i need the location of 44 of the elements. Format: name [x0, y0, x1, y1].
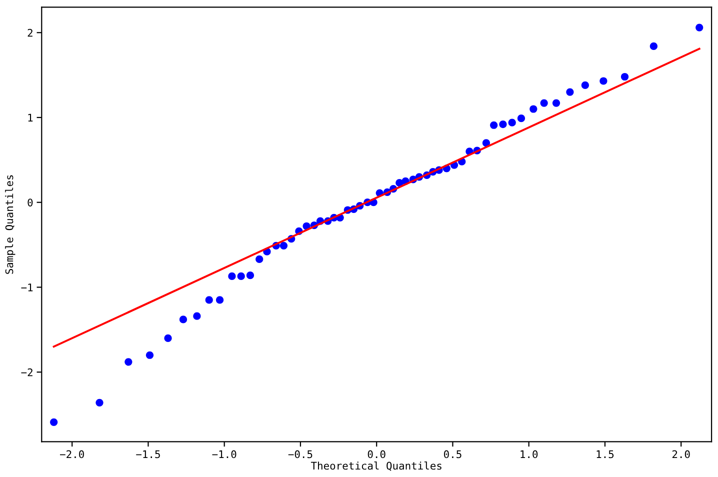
y-axis-title: Sample Quantiles [5, 175, 16, 274]
point [124, 358, 132, 366]
point [146, 351, 154, 359]
point [280, 242, 288, 250]
point [237, 272, 245, 280]
point [650, 42, 658, 50]
x-tick-label: 1.0 [520, 450, 538, 458]
point [540, 99, 548, 107]
y-tick-label: −2 [21, 368, 32, 376]
x-tick-label: −2.0 [60, 450, 84, 458]
x-axis-title: Theoretical Quantiles [310, 462, 442, 471]
point [179, 316, 188, 324]
point [50, 418, 58, 426]
x-tick-label: 0.5 [444, 450, 462, 458]
point [228, 272, 236, 280]
x-tick-label: −0.5 [288, 450, 312, 458]
point [517, 114, 526, 122]
y-tick-label: −1 [21, 284, 33, 292]
x-tick-label: 0.0 [368, 450, 386, 458]
point [216, 296, 224, 304]
point [581, 81, 589, 90]
x-tick-label: 1.5 [596, 450, 614, 458]
y-tick-label: 0 [28, 198, 33, 206]
point [256, 255, 264, 264]
point [600, 77, 608, 85]
point [490, 121, 498, 129]
point [620, 72, 629, 81]
point [552, 99, 560, 107]
x-tick-label: −1.5 [136, 450, 160, 458]
y-tick-label: 2 [28, 28, 32, 37]
point [696, 24, 704, 32]
point [508, 118, 516, 126]
point [566, 88, 574, 96]
x-tick-label: 2.0 [672, 450, 690, 458]
point [96, 398, 104, 406]
point [205, 296, 213, 304]
point [246, 272, 254, 280]
y-tick-label: 1 [28, 114, 33, 122]
x-tick-label: −1.0 [212, 450, 236, 458]
point [193, 312, 201, 320]
point [164, 334, 172, 342]
point [499, 120, 507, 128]
point [530, 105, 538, 113]
point [482, 139, 490, 147]
